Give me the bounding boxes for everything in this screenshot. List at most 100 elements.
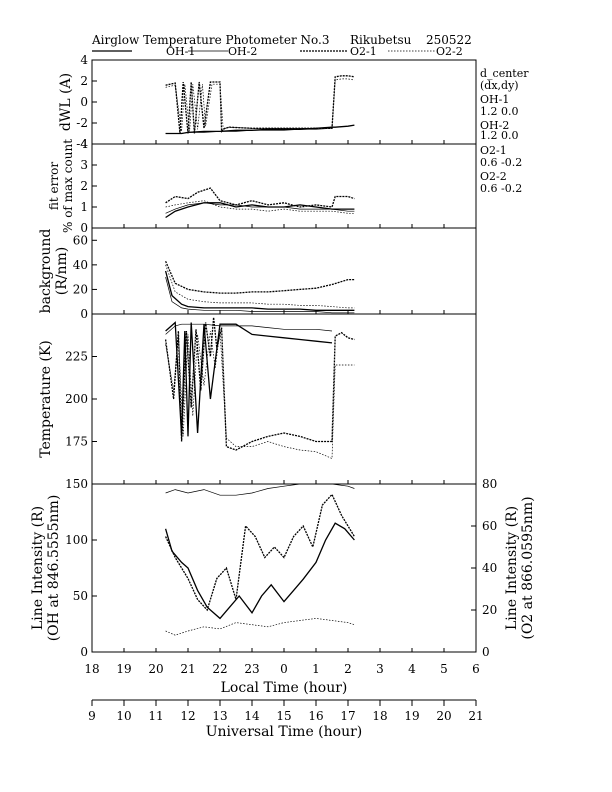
xlabel-universal-time: Universal Time (hour) bbox=[206, 724, 363, 740]
chart-title: Airglow Temperature Photometer No.3 bbox=[91, 33, 330, 47]
ytick-label: 0 bbox=[80, 221, 88, 235]
xtick-universal-label: 13 bbox=[212, 709, 227, 723]
ytick-label: 50 bbox=[73, 589, 88, 603]
series-temperature-o21 bbox=[164, 317, 355, 451]
series-line-intensity-o22 bbox=[165, 618, 355, 636]
ylabel-fit-error: fit error bbox=[47, 162, 61, 210]
xtick-universal-label: 12 bbox=[180, 709, 195, 723]
ytick-label: 3 bbox=[80, 158, 88, 172]
xlabel-local-time: Local Time (hour) bbox=[221, 680, 348, 696]
series-line-intensity-oh2 bbox=[165, 483, 355, 496]
annotation-o22-value: 0.6 -0.2 bbox=[480, 182, 522, 195]
ytick-label: 0 bbox=[80, 95, 88, 109]
data-series bbox=[164, 75, 355, 636]
xtick-local-label: 19 bbox=[116, 662, 131, 676]
ytick-label: 150 bbox=[65, 477, 88, 491]
annotation-oh1-label: OH-1 bbox=[480, 93, 509, 106]
xtick-local-label: 21 bbox=[180, 662, 195, 676]
ytick-label: 200 bbox=[65, 392, 88, 406]
series-fit-error-o21 bbox=[165, 187, 355, 208]
xtick-universal-label: 16 bbox=[308, 709, 323, 723]
series-fit-error-o22 bbox=[165, 200, 355, 214]
ytick-label: 0 bbox=[80, 645, 88, 659]
ytick-right-label: 0 bbox=[482, 645, 490, 659]
xtick-universal-label: 15 bbox=[276, 709, 291, 723]
ylabel-intensity-unit: (OH at 846.5555nm) bbox=[46, 495, 62, 642]
xtick-local-label: 0 bbox=[280, 662, 288, 676]
ytick-label: 20 bbox=[73, 282, 88, 296]
xtick-local-label: 22 bbox=[212, 662, 227, 676]
y-ticks: 420-2-4432106040200225200175150100500806… bbox=[65, 53, 497, 659]
series-dWL-oh2 bbox=[165, 127, 333, 134]
ytick-label: -4 bbox=[76, 137, 88, 151]
ylabel-intensity-right-unit: (O2 at 866.0595nm) bbox=[520, 496, 536, 639]
series-background-o22 bbox=[165, 264, 355, 309]
xtick-local-label: 18 bbox=[84, 662, 99, 676]
ylabel-dwl: dWL (A) bbox=[58, 73, 74, 131]
ytick-right-label: 20 bbox=[482, 603, 497, 617]
ylabel-intensity-right: Line Intensity (R) bbox=[504, 506, 520, 630]
xtick-universal-label: 20 bbox=[436, 709, 451, 723]
ylabel-background: background bbox=[38, 229, 54, 314]
legend-label-oh2: OH-2 bbox=[228, 45, 257, 58]
panel-dwl-frame bbox=[91, 59, 477, 145]
panel-fit-error-frame bbox=[91, 143, 477, 229]
date-label: 250522 bbox=[426, 33, 472, 47]
ylabel-background-unit: (R/nm) bbox=[54, 247, 70, 295]
ytick-label: 40 bbox=[73, 258, 88, 272]
xtick-universal-label: 18 bbox=[372, 709, 387, 723]
ytick-label: 0 bbox=[80, 307, 88, 321]
ytick-right-label: 80 bbox=[482, 477, 497, 491]
ytick-label: 2 bbox=[80, 179, 88, 193]
ylabel-fit-error-unit: % of max count bbox=[61, 139, 75, 233]
site-name: Rikubetsu bbox=[350, 33, 412, 47]
annotation-subheader: (dx,dy) bbox=[480, 79, 519, 92]
xtick-universal-label: 11 bbox=[148, 709, 163, 723]
series-temperature-oh1 bbox=[165, 321, 333, 437]
series-background-oh1 bbox=[164, 270, 355, 311]
xtick-local-label: 20 bbox=[148, 662, 163, 676]
legend: OH-1 OH-2 O2-1 O2-2 bbox=[92, 45, 463, 58]
panel-background-frame bbox=[91, 227, 477, 315]
xtick-local-label: 5 bbox=[440, 662, 448, 676]
series-background-o21 bbox=[165, 260, 355, 294]
xtick-universal-label: 21 bbox=[468, 709, 483, 723]
xtick-local-label: 3 bbox=[376, 662, 384, 676]
x-ticks: 18 19 20 21 22 23 0 1 2 3 4 5 69 10 11 12 13 14 15 16 17 18 19… bbox=[84, 140, 484, 723]
series-temperature-oh2 bbox=[165, 323, 333, 335]
xtick-local-label: 23 bbox=[244, 662, 259, 676]
series-line-intensity-oh1 bbox=[164, 522, 355, 620]
annotation-o22-label: O2-2 bbox=[480, 170, 507, 183]
series-dWL-o21 bbox=[165, 75, 355, 134]
xtick-universal-label: 14 bbox=[244, 709, 260, 723]
xtick-local-label: 2 bbox=[344, 662, 352, 676]
annotation-oh1-value: 1.2 0.0 bbox=[480, 105, 518, 118]
xtick-universal-label: 17 bbox=[340, 709, 355, 723]
xtick-local-label: 1 bbox=[312, 662, 320, 676]
ytick-label: -2 bbox=[76, 116, 88, 130]
annotation-o21-label: O2-1 bbox=[480, 144, 507, 157]
xtick-universal-label: 9 bbox=[88, 709, 96, 723]
annotation-header: d_center bbox=[480, 67, 529, 80]
ytick-right-label: 60 bbox=[482, 519, 497, 533]
xtick-universal-label: 19 bbox=[404, 709, 419, 723]
annotation-oh2-label: OH-2 bbox=[480, 119, 509, 132]
ylabel-temperature: Temperature (K) bbox=[38, 340, 54, 458]
annotation-oh2-value: 1.2 0.0 bbox=[480, 129, 518, 142]
series-temperature-o22 bbox=[165, 330, 355, 460]
ytick-label: 1 bbox=[80, 200, 88, 214]
ytick-label: 225 bbox=[65, 350, 88, 364]
panel-temperature-frame bbox=[91, 313, 477, 485]
ytick-label: 100 bbox=[65, 533, 88, 547]
ytick-label: 60 bbox=[73, 233, 88, 247]
ytick-right-label: 40 bbox=[482, 561, 497, 575]
annotation-o21-value: 0.6 -0.2 bbox=[480, 156, 522, 169]
legend-label-o21: O2-1 bbox=[350, 45, 377, 58]
ytick-label: 4 bbox=[80, 53, 88, 67]
xtick-universal-label: 10 bbox=[116, 709, 131, 723]
xtick-local-label: 4 bbox=[408, 662, 416, 676]
series-fit-error-oh2 bbox=[165, 202, 355, 214]
panel-intensity-frame bbox=[91, 483, 477, 653]
ytick-label: 4 bbox=[80, 137, 88, 151]
